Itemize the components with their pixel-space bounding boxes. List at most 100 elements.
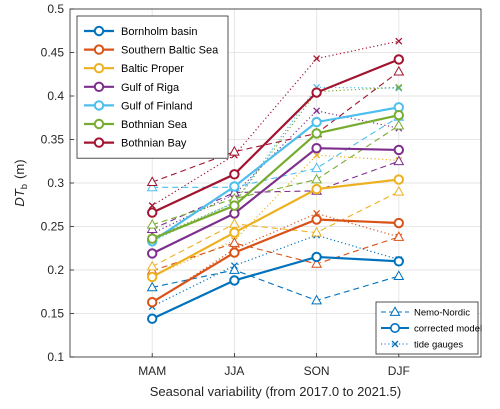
data-point: [311, 251, 322, 263]
data-point: [229, 275, 240, 286]
data-point: [228, 264, 240, 274]
data-point: [146, 176, 158, 187]
legend-marker: [93, 137, 105, 148]
series-line: [152, 269, 399, 302]
data-point: [395, 37, 403, 45]
series-corrected-model-gulf-of-riga: [147, 143, 404, 259]
data-point: [146, 181, 158, 192]
data-point: [311, 87, 322, 98]
y-tick-label: 0.3: [47, 176, 64, 190]
y-axis-label-main: DT: [12, 188, 27, 206]
data-point: [313, 151, 321, 159]
y-axis-ticks: 0.1 0.15 0.2 0.25 0.3 0.35 0.4 0.45 0.5: [41, 2, 74, 364]
x-tick-label: SON: [304, 364, 330, 378]
series-line: [151, 40, 399, 207]
data-point: [147, 233, 158, 244]
series-line: [151, 234, 399, 308]
region-legend-item: Baltic Proper: [84, 62, 184, 75]
series-line: [151, 114, 400, 240]
data-point: [228, 237, 240, 247]
legend-marker: [389, 322, 400, 333]
series-nemo-nordic-bothnian-sea: [146, 119, 405, 229]
source-legend: Nemo-Nordic corrected model tide gauges: [375, 301, 482, 355]
legend-marker: [389, 306, 401, 316]
y-axis-label-sub: b: [19, 184, 30, 189]
y-tick-label: 0.4: [47, 89, 64, 103]
series-corrected-model-baltic-proper: [147, 174, 404, 283]
region-legend-item: Gulf of Finland: [84, 100, 193, 112]
series-corrected-model-bornholm-basin: [147, 251, 404, 324]
data-point: [393, 256, 404, 267]
data-point: [393, 217, 404, 229]
series-line: [152, 116, 400, 188]
legend-label: Bothnian Sea: [121, 119, 188, 131]
region-legend: Bornholm basin Southern Baltic Sea Baltic …: [76, 15, 229, 159]
series-line: [151, 160, 399, 230]
x-tick-label: JJA: [224, 364, 244, 378]
legend-label: tide gauges: [414, 340, 463, 351]
series-corrected-model-bothnian-sea: [147, 109, 404, 244]
series-corrected-model-bothnian-bay: [147, 54, 404, 218]
series-line: [151, 58, 400, 214]
data-point: [229, 247, 240, 258]
data-point: [229, 181, 240, 192]
data-point: [393, 155, 405, 166]
series-line: [151, 147, 399, 255]
series-line: [151, 178, 399, 278]
y-tick-label: 0.25: [41, 220, 65, 234]
x-tick-label: MAM: [138, 364, 166, 378]
data-point: [393, 109, 404, 121]
data-point: [229, 169, 240, 180]
data-point: [393, 185, 405, 196]
legend-marker: [93, 100, 105, 111]
series-line: [152, 236, 399, 272]
data-point: [146, 218, 158, 229]
data-point: [147, 271, 158, 283]
region-legend-item: Bornholm basin: [84, 25, 197, 38]
data-point: [147, 313, 158, 324]
region-legend-item: Southern Baltic Sea: [84, 44, 219, 57]
data-point: [311, 128, 322, 139]
y-tick-label: 0.2: [47, 263, 64, 277]
data-point: [393, 65, 405, 76]
data-point: [229, 200, 240, 211]
data-point: [147, 248, 158, 259]
region-legend-item: Bothnian Bay: [84, 137, 187, 150]
data-point: [393, 270, 405, 280]
legend-marker: [93, 118, 105, 130]
data-point: [393, 54, 404, 65]
legend-label: Gulf of Finland: [121, 100, 193, 112]
data-point: [148, 202, 156, 210]
data-point: [311, 258, 323, 268]
y-tick-label: 0.1: [47, 350, 64, 364]
source-legend-item: Nemo-Nordic: [381, 306, 470, 319]
series-line: [151, 154, 399, 277]
data-point: [311, 183, 322, 195]
legend-marker: [93, 81, 105, 93]
series-nemo-nordic-bothnian-bay: [146, 65, 405, 187]
series-layer: [146, 37, 405, 324]
series-line: [151, 218, 399, 304]
legend-label: Baltic Proper: [121, 63, 184, 75]
series-line: [151, 106, 399, 243]
data-point: [313, 107, 321, 115]
data-point: [311, 173, 323, 184]
data-point: [395, 83, 403, 91]
y-tick-label: 0.45: [41, 46, 65, 60]
source-legend-item: corrected model: [381, 322, 482, 335]
data-point: [147, 207, 158, 218]
data-point: [311, 143, 322, 154]
y-tick-label: 0.5: [47, 2, 64, 16]
data-point: [146, 260, 158, 271]
series-line: [151, 191, 400, 268]
series-nemo-nordic-baltic-proper: [146, 185, 405, 271]
data-point: [311, 116, 322, 128]
data-point: [311, 214, 322, 225]
data-point: [311, 294, 323, 305]
region-legend-item: Bothnian Sea: [84, 118, 188, 131]
legend-label: Nemo-Nordic: [414, 308, 470, 319]
legend-marker: [93, 44, 105, 55]
y-axis-label: DTb (m): [12, 159, 30, 206]
data-point: [229, 227, 240, 238]
